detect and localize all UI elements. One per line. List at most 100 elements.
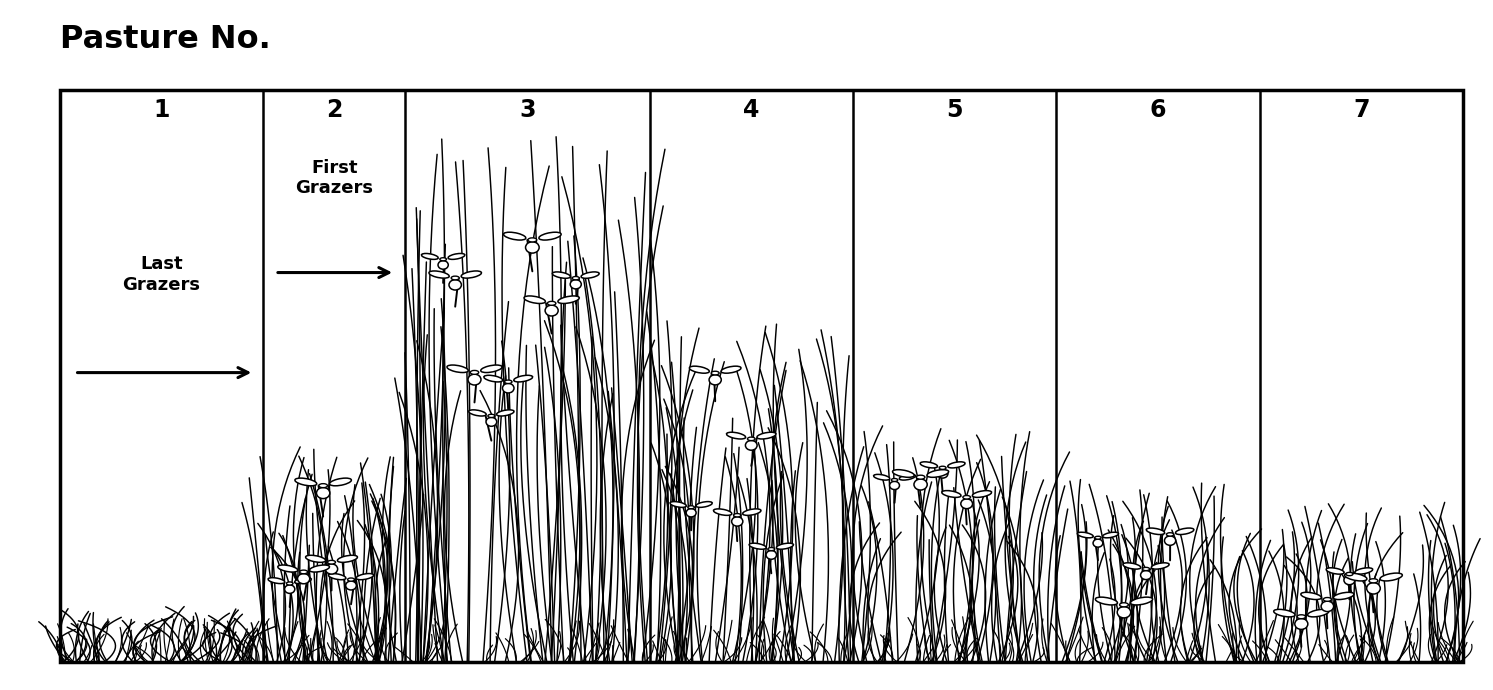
- Circle shape: [1142, 567, 1150, 571]
- Ellipse shape: [448, 253, 464, 259]
- Circle shape: [320, 484, 327, 488]
- Text: 5: 5: [947, 98, 963, 122]
- Circle shape: [440, 258, 446, 261]
- Ellipse shape: [337, 555, 357, 562]
- Ellipse shape: [269, 578, 285, 584]
- Circle shape: [917, 475, 924, 479]
- Ellipse shape: [1130, 597, 1153, 605]
- Text: Pasture No.: Pasture No.: [60, 24, 270, 55]
- Ellipse shape: [1354, 568, 1372, 574]
- Ellipse shape: [1308, 609, 1329, 617]
- Ellipse shape: [1366, 582, 1381, 594]
- Circle shape: [711, 371, 720, 375]
- Circle shape: [488, 414, 494, 417]
- Text: 6: 6: [1150, 98, 1166, 122]
- Circle shape: [529, 238, 537, 242]
- Ellipse shape: [297, 573, 309, 584]
- Ellipse shape: [481, 365, 502, 373]
- Circle shape: [688, 506, 694, 509]
- Ellipse shape: [294, 578, 312, 584]
- Ellipse shape: [972, 491, 991, 497]
- Ellipse shape: [687, 509, 696, 517]
- Ellipse shape: [914, 479, 927, 490]
- Text: 7: 7: [1353, 98, 1369, 122]
- Ellipse shape: [461, 271, 481, 278]
- Ellipse shape: [346, 581, 357, 590]
- Bar: [60, 90, 1463, 662]
- Circle shape: [470, 371, 479, 375]
- Ellipse shape: [328, 573, 346, 580]
- Ellipse shape: [497, 410, 514, 416]
- Circle shape: [572, 277, 579, 280]
- Ellipse shape: [732, 517, 744, 526]
- Ellipse shape: [890, 482, 899, 490]
- Ellipse shape: [514, 375, 533, 382]
- Circle shape: [327, 560, 336, 564]
- Ellipse shape: [1326, 568, 1344, 574]
- Ellipse shape: [961, 499, 972, 509]
- Ellipse shape: [927, 470, 948, 477]
- Text: First
Grazers: First Grazers: [296, 159, 373, 197]
- Ellipse shape: [545, 305, 558, 316]
- Ellipse shape: [766, 551, 776, 560]
- Ellipse shape: [1151, 563, 1169, 569]
- Ellipse shape: [1321, 601, 1333, 611]
- Ellipse shape: [948, 462, 964, 468]
- Ellipse shape: [296, 478, 317, 486]
- Circle shape: [748, 437, 755, 441]
- Ellipse shape: [309, 565, 330, 572]
- Ellipse shape: [581, 272, 599, 278]
- Ellipse shape: [920, 462, 938, 468]
- Circle shape: [963, 495, 970, 499]
- Ellipse shape: [749, 543, 766, 549]
- Circle shape: [1120, 603, 1129, 607]
- Circle shape: [939, 466, 947, 469]
- Ellipse shape: [714, 509, 732, 515]
- Text: 4: 4: [744, 98, 760, 122]
- Ellipse shape: [745, 440, 757, 450]
- Circle shape: [1297, 615, 1305, 619]
- Circle shape: [733, 513, 741, 517]
- Circle shape: [1094, 536, 1100, 539]
- Ellipse shape: [1345, 573, 1368, 581]
- Text: 2: 2: [325, 98, 342, 122]
- Circle shape: [505, 380, 512, 384]
- Circle shape: [451, 276, 460, 280]
- Ellipse shape: [446, 365, 469, 373]
- Ellipse shape: [539, 233, 561, 240]
- Ellipse shape: [1380, 573, 1402, 581]
- Ellipse shape: [487, 417, 497, 426]
- Ellipse shape: [1333, 592, 1354, 600]
- Ellipse shape: [1175, 528, 1194, 535]
- Circle shape: [287, 582, 293, 585]
- Ellipse shape: [776, 543, 793, 549]
- Ellipse shape: [467, 374, 481, 385]
- Circle shape: [767, 548, 775, 551]
- Circle shape: [300, 570, 308, 574]
- Ellipse shape: [873, 475, 890, 480]
- Text: 3: 3: [520, 98, 536, 122]
- Ellipse shape: [306, 555, 325, 562]
- Ellipse shape: [709, 375, 721, 385]
- Circle shape: [348, 578, 354, 581]
- Ellipse shape: [742, 509, 761, 515]
- Ellipse shape: [942, 491, 961, 497]
- Ellipse shape: [330, 478, 351, 486]
- Text: 1: 1: [154, 98, 170, 122]
- Ellipse shape: [421, 253, 439, 259]
- Ellipse shape: [428, 271, 449, 278]
- Ellipse shape: [558, 296, 579, 304]
- Ellipse shape: [721, 366, 741, 373]
- Ellipse shape: [570, 279, 581, 289]
- Ellipse shape: [1103, 532, 1118, 538]
- Ellipse shape: [278, 565, 297, 572]
- Circle shape: [891, 478, 897, 482]
- Ellipse shape: [757, 432, 776, 439]
- Circle shape: [548, 302, 555, 305]
- Ellipse shape: [1123, 563, 1141, 569]
- Ellipse shape: [899, 475, 915, 480]
- Text: Last
Grazers: Last Grazers: [122, 255, 200, 294]
- Ellipse shape: [526, 241, 539, 253]
- Ellipse shape: [1165, 536, 1175, 545]
- Ellipse shape: [1300, 592, 1321, 600]
